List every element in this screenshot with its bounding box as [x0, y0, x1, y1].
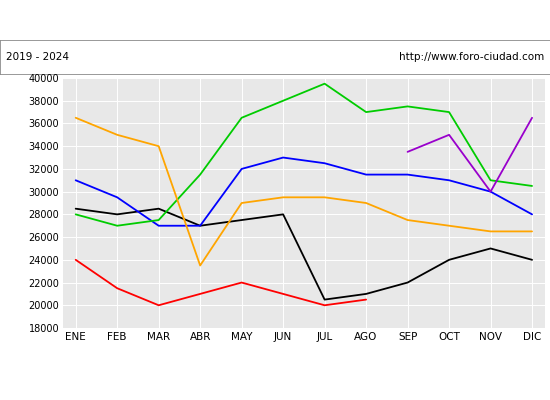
Text: 2019 - 2024: 2019 - 2024	[6, 52, 69, 62]
Text: Evolucion Nº Turistas Nacionales en el municipio de Seseña: Evolucion Nº Turistas Nacionales en el m…	[76, 14, 474, 26]
Text: http://www.foro-ciudad.com: http://www.foro-ciudad.com	[399, 52, 544, 62]
